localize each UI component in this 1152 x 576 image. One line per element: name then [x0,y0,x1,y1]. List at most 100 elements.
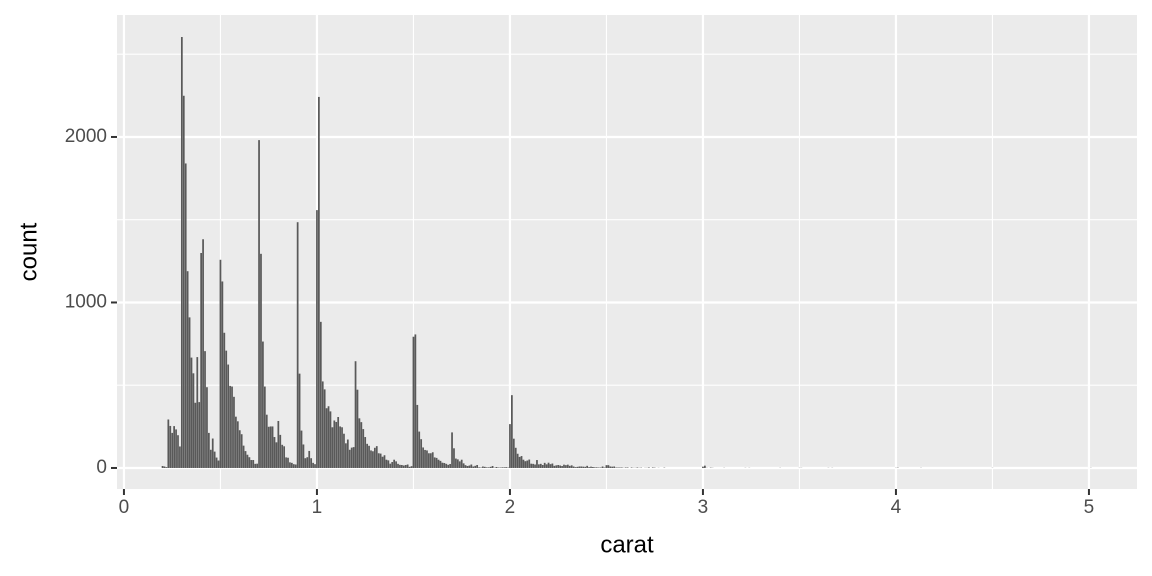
bar [285,457,287,468]
bar [329,411,332,468]
bar [179,446,181,468]
y-tick-label: 2000 [65,126,107,147]
bar [167,419,170,468]
bar [453,448,455,468]
bar [466,465,469,468]
bar [561,465,563,468]
bar [345,443,347,468]
bar [495,466,498,468]
bar [269,426,272,468]
bar [194,402,197,468]
bar [483,466,486,468]
bar [175,429,177,468]
bar [601,466,604,468]
bar [310,458,313,468]
bar [318,96,320,468]
bar [327,406,330,468]
bar [321,381,324,468]
bar [190,357,193,468]
bar [206,387,208,468]
bar [586,465,589,468]
bar [433,457,436,468]
bar [536,460,538,468]
bar [578,466,581,468]
bar [584,466,587,468]
bar [605,465,608,468]
bar [437,459,440,468]
bar [611,466,614,468]
y-tick-label: 1000 [65,291,107,312]
bar [464,465,467,468]
y-tick-label: 0 [96,457,107,478]
bar [555,465,558,468]
bar [393,459,396,468]
panel [117,15,1137,489]
bar [460,459,463,468]
bar [223,332,226,468]
x-tick-label: 0 [119,497,130,518]
bar [568,465,571,468]
bar [406,464,409,468]
bar [524,461,527,468]
bar [607,465,610,468]
bar [449,464,451,468]
bar [574,467,577,468]
bar [254,463,257,468]
bar [431,452,434,468]
bar [512,438,515,468]
bar [408,466,411,468]
bar [412,336,415,468]
bar [171,432,174,468]
bar [229,385,231,468]
x-tick-label: 1 [312,497,323,518]
bar [414,334,417,468]
bar [221,281,224,468]
bar [186,271,189,468]
bar [424,449,426,468]
bar [368,445,370,468]
bar [381,456,384,468]
bar [256,463,258,468]
bar [292,464,295,468]
bar [287,457,289,468]
bar [389,463,392,468]
bar [530,463,533,468]
bar [418,431,421,468]
bar [202,239,204,468]
bar [565,465,567,468]
bar [227,364,230,468]
bar [260,253,262,468]
bar [275,442,278,468]
bar [173,426,175,468]
bar [169,425,172,468]
bar [553,465,556,468]
bar [551,463,554,468]
bar [333,420,336,468]
bar [370,450,372,468]
bar [416,404,419,468]
bar [543,462,546,468]
bar [298,373,301,468]
bar [593,467,596,468]
bar [346,439,349,468]
bar [420,439,423,468]
bar [215,457,218,468]
bar [435,457,438,468]
bar [267,426,270,468]
bar [325,408,328,468]
bar [426,450,428,468]
bar [240,434,243,468]
bar [549,464,552,468]
bar [343,433,345,468]
bar [385,459,388,468]
bar [489,466,492,468]
bar [520,456,523,468]
bar [399,464,401,468]
bar [319,321,322,468]
bar [474,465,477,468]
bar [429,453,432,468]
bar [391,462,394,468]
bar [163,466,166,468]
bar [219,259,222,468]
bar [592,466,594,468]
